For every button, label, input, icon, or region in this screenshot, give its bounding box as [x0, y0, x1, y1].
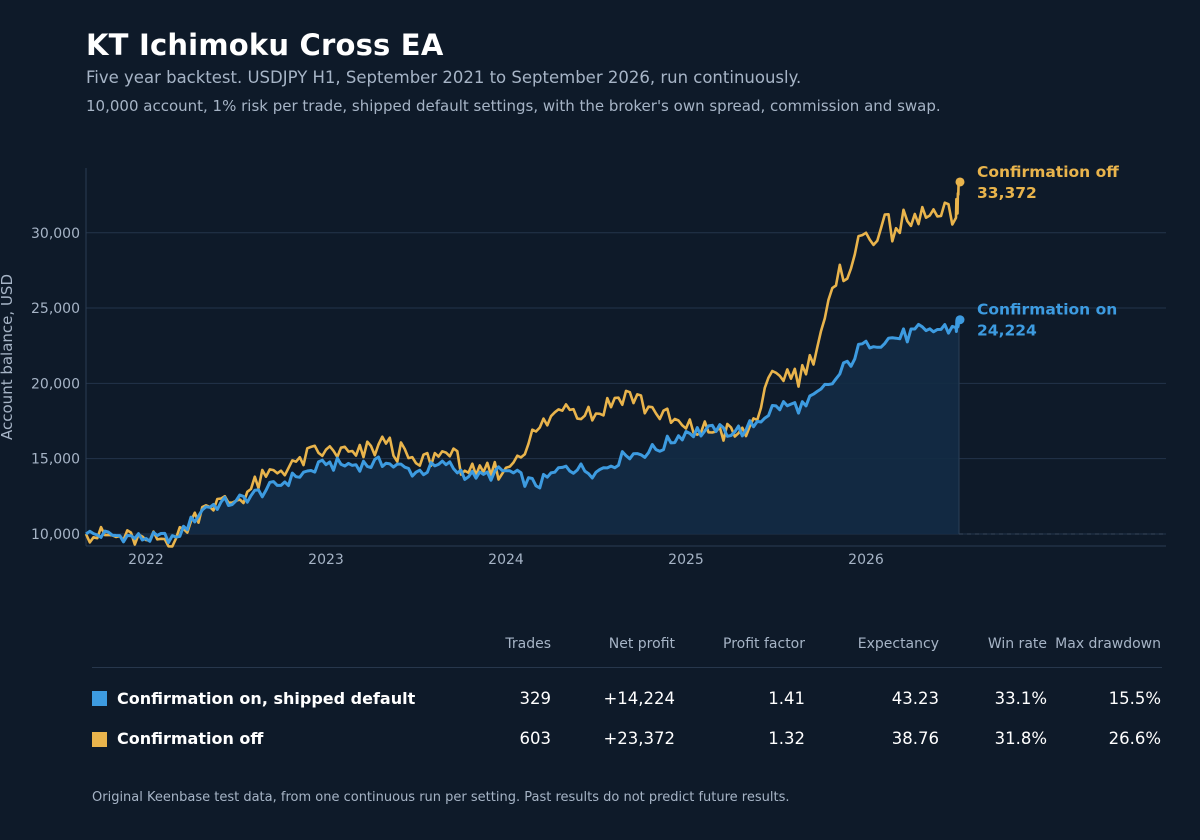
x-tick-label: 2024 [488, 552, 524, 568]
confirmation-on-line [85, 317, 961, 545]
x-tick-label: 2022 [128, 552, 164, 568]
row-swatch-confirmation-on [92, 691, 107, 706]
cell-max-drawdown: 15.5% [1108, 689, 1161, 708]
cell-trades: 329 [519, 689, 552, 708]
footnote: Original Keenbase test data, from one co… [92, 790, 790, 805]
cell-expectancy: 43.23 [891, 689, 939, 708]
y-tick-label: 20,000 [31, 376, 80, 392]
cell-net-profit: +14,224 [603, 689, 675, 708]
confirmation-on-series-label: Confirmation on [977, 301, 1117, 319]
cell-win-rate: 33.1% [994, 689, 1047, 708]
confirmation-on-end-value: 24,224 [977, 322, 1037, 340]
cell-profit-factor: 1.41 [768, 689, 805, 708]
header-profit-factor: Profit factor [723, 636, 805, 652]
y-tick-label: 15,000 [31, 452, 80, 468]
x-tick-label: 2025 [668, 552, 704, 568]
cell-profit-factor: 1.32 [768, 729, 805, 748]
row-label-confirmation-on: Confirmation on, shipped default [117, 689, 416, 708]
header-net-profit: Net profit [608, 636, 675, 652]
confirmation-off-series-label: Confirmation off [977, 163, 1119, 181]
cell-win-rate: 31.8% [994, 729, 1047, 748]
y-tick-label: 25,000 [31, 301, 80, 317]
cell-net-profit: +23,372 [603, 729, 675, 748]
y-tick-label: 30,000 [31, 226, 80, 242]
x-tick-label: 2023 [308, 552, 344, 568]
chart-subtitle-details: 10,000 account, 1% risk per trade, shipp… [86, 97, 941, 115]
confirmation-off-end-marker [955, 177, 965, 187]
confirmation-off-end-value: 33,372 [977, 184, 1037, 202]
row-label-confirmation-off: Confirmation off [117, 729, 264, 748]
header-trades: Trades [505, 636, 551, 652]
y-axis-title: Account balance, USD [0, 274, 16, 440]
header-expectancy: Expectancy [857, 636, 939, 652]
chart-title: KT Ichimoku Cross EA [86, 28, 444, 62]
table-divider [92, 667, 1162, 668]
confirmation-on-end-marker [955, 315, 965, 325]
cell-max-drawdown: 26.6% [1108, 729, 1161, 748]
header-max-drawdown: Max drawdown [1055, 636, 1161, 652]
cell-expectancy: 38.76 [891, 729, 939, 748]
y-tick-label: 10,000 [31, 527, 80, 543]
header-win-rate: Win rate [987, 636, 1047, 652]
chart-subtitle: Five year backtest. USDJPY H1, September… [86, 68, 802, 87]
x-tick-label: 2026 [848, 552, 884, 568]
cell-trades: 603 [519, 729, 552, 748]
balance-line-chart: 10,000 15,000 20,000 25,000 30,000 2022 2023 20… [0, 163, 1166, 568]
row-swatch-confirmation-off [92, 732, 107, 747]
confirmation-on-area [86, 319, 959, 543]
